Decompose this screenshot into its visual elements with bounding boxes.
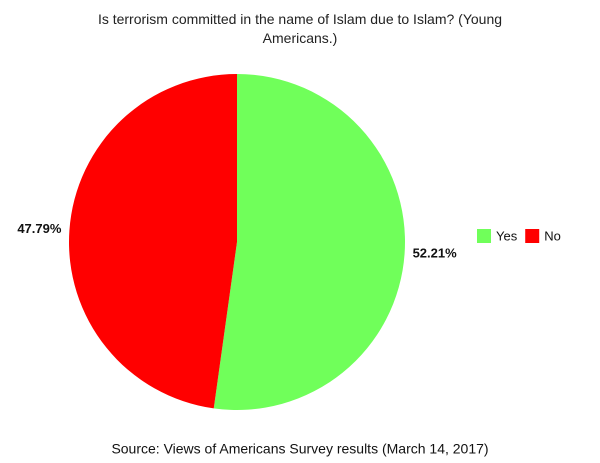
chart-title: Is terrorism committed in the name of Is… — [97, 11, 503, 46]
legend-swatch — [477, 229, 491, 243]
data-label: 47.79% — [17, 221, 62, 236]
legend-label: Yes — [496, 228, 518, 243]
data-label: 52.21% — [413, 246, 458, 261]
legend-swatch — [525, 229, 540, 243]
pie-slice — [213, 74, 406, 410]
pie-slice — [69, 74, 238, 409]
legend-label: No — [544, 228, 561, 243]
source-note: Source: Views of Americans Survey result… — [111, 441, 488, 457]
